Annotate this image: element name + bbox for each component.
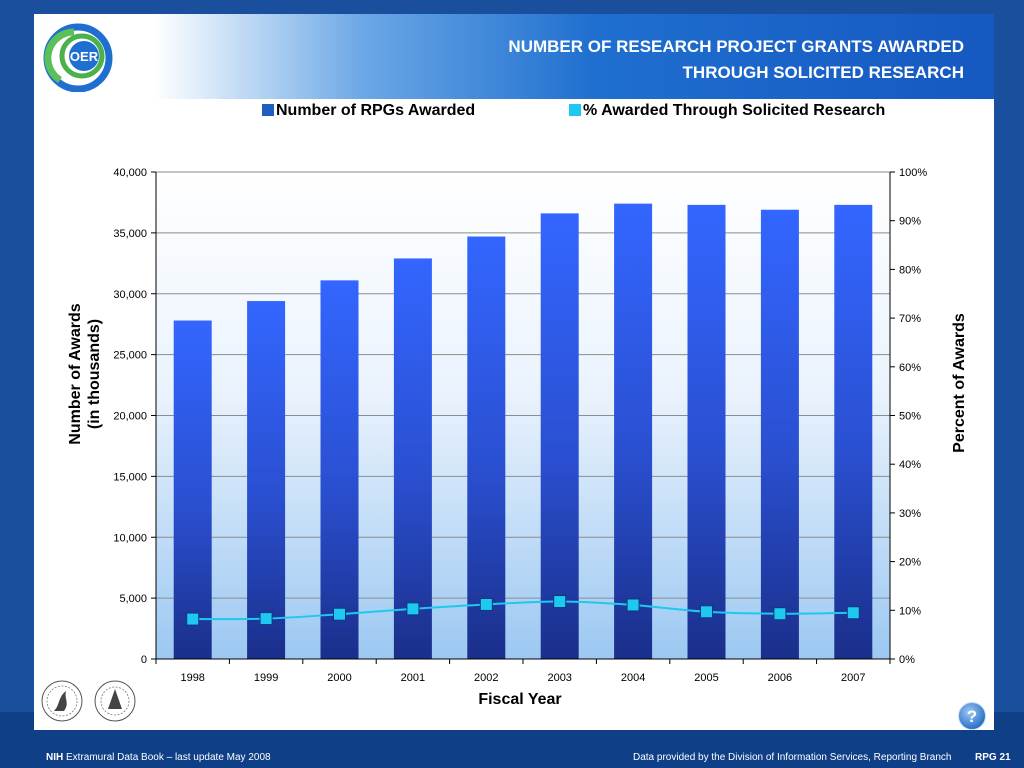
y-axis-label-line-1: Number of Awards (67, 303, 84, 445)
bar (834, 204, 873, 659)
x-tick-label: 2000 (327, 672, 351, 684)
x-tick-label: 2001 (401, 672, 425, 684)
bar (320, 280, 359, 659)
y-tick-label: 30,000 (113, 289, 147, 301)
line-point (406, 602, 420, 616)
line-point (846, 606, 860, 620)
slide-header: OER NUMBER OF RESEARCH PROJECT GRANTS AW… (34, 14, 994, 99)
line-point (553, 595, 567, 609)
x-tick-label: 1998 (180, 672, 204, 684)
y-axis-label: Number of Awards (in thousands) (66, 249, 104, 499)
x-tick-label: 2007 (841, 672, 865, 684)
y-tick-label: 5,000 (119, 593, 147, 605)
bar (614, 203, 653, 659)
line-point (333, 607, 346, 621)
x-tick-label: 2005 (694, 672, 718, 684)
y-tick-label: 0 (141, 654, 147, 666)
page-title: NUMBER OF RESEARCH PROJECT GRANTS AWARDE… (404, 34, 964, 86)
y2-tick-label: 50% (899, 411, 921, 423)
line-point (259, 612, 273, 626)
legend-label-rpgs: Number of RPGs Awarded (276, 102, 476, 119)
x-tick-label: 1999 (254, 672, 278, 684)
y2-tick-label: 60% (899, 362, 921, 374)
footer-nih: NIH (46, 752, 64, 763)
y2-axis-label: Percent of Awards (951, 313, 968, 453)
x-tick-label: 2003 (547, 672, 571, 684)
legend-swatch-icon (262, 104, 274, 116)
page-number: RPG 21 (975, 752, 1011, 763)
y2-tick-label: 40% (899, 459, 921, 471)
y-tick-label: 40,000 (113, 167, 147, 179)
line-point (773, 607, 787, 621)
legend-label-percent: % Awarded Through Solicited Research (583, 102, 886, 119)
y-tick-label: 15,000 (113, 471, 147, 483)
bar (173, 320, 212, 659)
y2-tick-label: 100% (899, 167, 927, 179)
footer-databook: Extramural Data Book – last update May 2… (66, 752, 271, 763)
legend-item-percent: % Awarded Through Solicited Research (569, 101, 885, 121)
bar (467, 236, 506, 659)
bar (540, 213, 579, 659)
help-button[interactable]: ? (958, 702, 986, 730)
legend-swatch-icon (569, 104, 581, 116)
series-line-percent (192, 600, 854, 621)
y-tick-label: 10,000 (113, 532, 147, 544)
bar (760, 209, 799, 659)
y2-tick-label: 90% (899, 216, 921, 228)
line-point (626, 598, 640, 612)
bar (393, 258, 432, 659)
line-point (700, 605, 713, 619)
y2-tick-label: 20% (899, 557, 921, 569)
footer-source: Data provided by the Division of Informa… (633, 752, 952, 763)
x-axis-label: Fiscal Year (478, 691, 562, 708)
oer-logo-icon: OER (43, 23, 113, 92)
line-point (479, 597, 493, 611)
title-line-2: THROUGH SOLICITED RESEARCH (682, 63, 964, 82)
title-line-1: NUMBER OF RESEARCH PROJECT GRANTS AWARDE… (508, 37, 964, 56)
y-axis-label-line-2: (in thousands) (86, 318, 103, 430)
legend-item-rpgs: Number of RPGs Awarded (262, 101, 475, 121)
y2-tick-label: 30% (899, 508, 921, 520)
line-point (186, 612, 200, 626)
nih-seals-icon (41, 680, 136, 722)
y2-tick-label: 0% (899, 654, 915, 666)
y-tick-label: 20,000 (113, 411, 147, 423)
y-tick-label: 25,000 (113, 350, 147, 362)
bar (247, 301, 286, 659)
x-tick-label: 2004 (621, 672, 645, 684)
y2-tick-label: 10% (899, 605, 921, 617)
x-tick-label: 2006 (768, 672, 792, 684)
y2-tick-label: 70% (899, 313, 921, 325)
logo-text: OER (70, 49, 99, 64)
y-tick-label: 35,000 (113, 228, 147, 240)
footer-left: NIH Extramural Data Book – last update M… (46, 752, 271, 763)
x-tick-label: 2002 (474, 672, 498, 684)
bar (687, 204, 726, 659)
y2-tick-label: 80% (899, 264, 921, 276)
